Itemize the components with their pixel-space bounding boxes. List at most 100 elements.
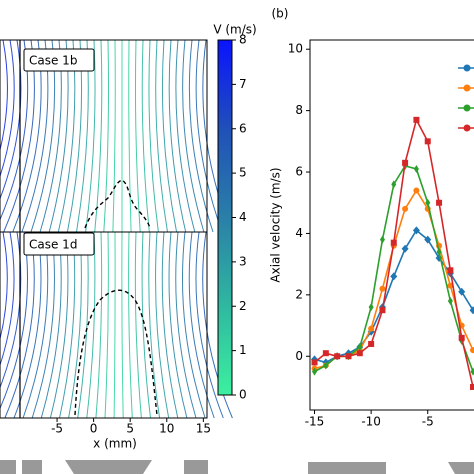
y-axis-label: Axial velocity (m/s) <box>269 167 283 282</box>
y-tick-label: 0 <box>295 349 303 363</box>
streamline <box>141 231 151 419</box>
streamline <box>121 231 124 419</box>
marker <box>345 353 352 360</box>
streamline <box>188 39 214 233</box>
marker <box>379 235 385 244</box>
marker <box>447 296 453 305</box>
streamline <box>161 39 178 233</box>
streamline <box>141 39 150 233</box>
x-tick-label: -5 <box>51 422 63 436</box>
streamline <box>155 39 168 233</box>
label-box <box>23 232 95 256</box>
colorbar-tick-label: 3 <box>239 254 247 268</box>
streamline <box>168 231 188 419</box>
y-tick-label: 8 <box>295 103 303 117</box>
streamline <box>188 231 215 419</box>
marker <box>312 367 318 376</box>
x-tick-label: 15 <box>196 422 211 436</box>
streamline <box>168 39 187 233</box>
marker <box>412 226 420 235</box>
x-tick-label: 10 <box>159 422 174 436</box>
panel-frame <box>0 231 208 419</box>
marker <box>413 116 420 123</box>
colorbar <box>217 39 233 396</box>
streamline <box>59 231 76 419</box>
streamline <box>40 231 62 419</box>
streamline <box>94 39 103 233</box>
streamline <box>161 231 179 419</box>
colorbar-tick-label: 7 <box>239 77 247 91</box>
marker <box>334 353 341 360</box>
label-box <box>23 48 95 72</box>
colorbar-tick-label: 6 <box>239 121 247 135</box>
colorbar-tick-label: 5 <box>239 166 247 180</box>
streamlines <box>0 39 233 419</box>
streamline <box>95 231 103 419</box>
marker <box>401 244 409 253</box>
streamline <box>113 231 116 419</box>
marker <box>470 367 474 376</box>
legend-marker <box>463 104 471 112</box>
streamline <box>182 231 206 419</box>
contour <box>84 179 151 229</box>
streamline <box>0 39 15 178</box>
x-tick-label: -5 <box>422 415 434 429</box>
marker <box>458 334 465 341</box>
streamline <box>182 39 205 233</box>
panel-label: Case 1d <box>29 238 77 252</box>
colorbar-tick-label: 1 <box>239 343 247 357</box>
marker <box>311 359 318 366</box>
streamline <box>103 39 110 233</box>
streamline <box>0 231 8 341</box>
marker <box>390 239 397 246</box>
marker <box>390 272 398 281</box>
marker <box>424 138 431 145</box>
marker <box>402 205 409 212</box>
marker <box>368 340 375 347</box>
marker <box>356 350 363 357</box>
streamline <box>86 231 96 419</box>
marker <box>322 350 329 357</box>
marker <box>379 285 386 292</box>
y-tick-label: 4 <box>295 226 303 240</box>
streamline <box>0 39 8 152</box>
plot-frame <box>309 39 474 411</box>
marker <box>470 347 474 354</box>
colorbar-label: V (m/s) <box>213 23 256 37</box>
streamline <box>104 231 109 419</box>
x-tick-label: -15 <box>305 415 325 429</box>
panel-label: Case 1b <box>29 54 77 68</box>
marker <box>391 180 397 189</box>
streamline <box>13 231 42 419</box>
legend-marker <box>463 84 471 92</box>
streamline <box>68 231 82 419</box>
colorbar-tick-label: 8 <box>239 33 247 47</box>
streamline <box>202 231 233 419</box>
streamline <box>31 231 55 419</box>
panel-label: (b) <box>272 7 289 21</box>
marker <box>447 282 454 289</box>
marker <box>323 361 329 370</box>
y-tick-label: 2 <box>295 287 303 301</box>
marker <box>357 343 363 352</box>
marker <box>368 303 374 312</box>
x-tick-label: -10 <box>361 415 381 429</box>
streamline <box>148 231 161 419</box>
marker <box>413 187 420 194</box>
legend-marker <box>463 124 471 132</box>
marker <box>424 235 432 244</box>
nozzle <box>0 460 474 474</box>
marker <box>447 267 454 274</box>
marker <box>368 325 375 332</box>
legend-marker <box>463 64 471 72</box>
streamline <box>134 231 142 419</box>
colorbar-tick-label: 2 <box>239 299 247 313</box>
marker <box>436 247 442 256</box>
marker <box>469 306 474 315</box>
streamline <box>128 231 133 419</box>
streamline <box>155 231 170 419</box>
marker <box>402 159 409 166</box>
streamline <box>77 231 89 419</box>
streamline <box>195 39 223 233</box>
